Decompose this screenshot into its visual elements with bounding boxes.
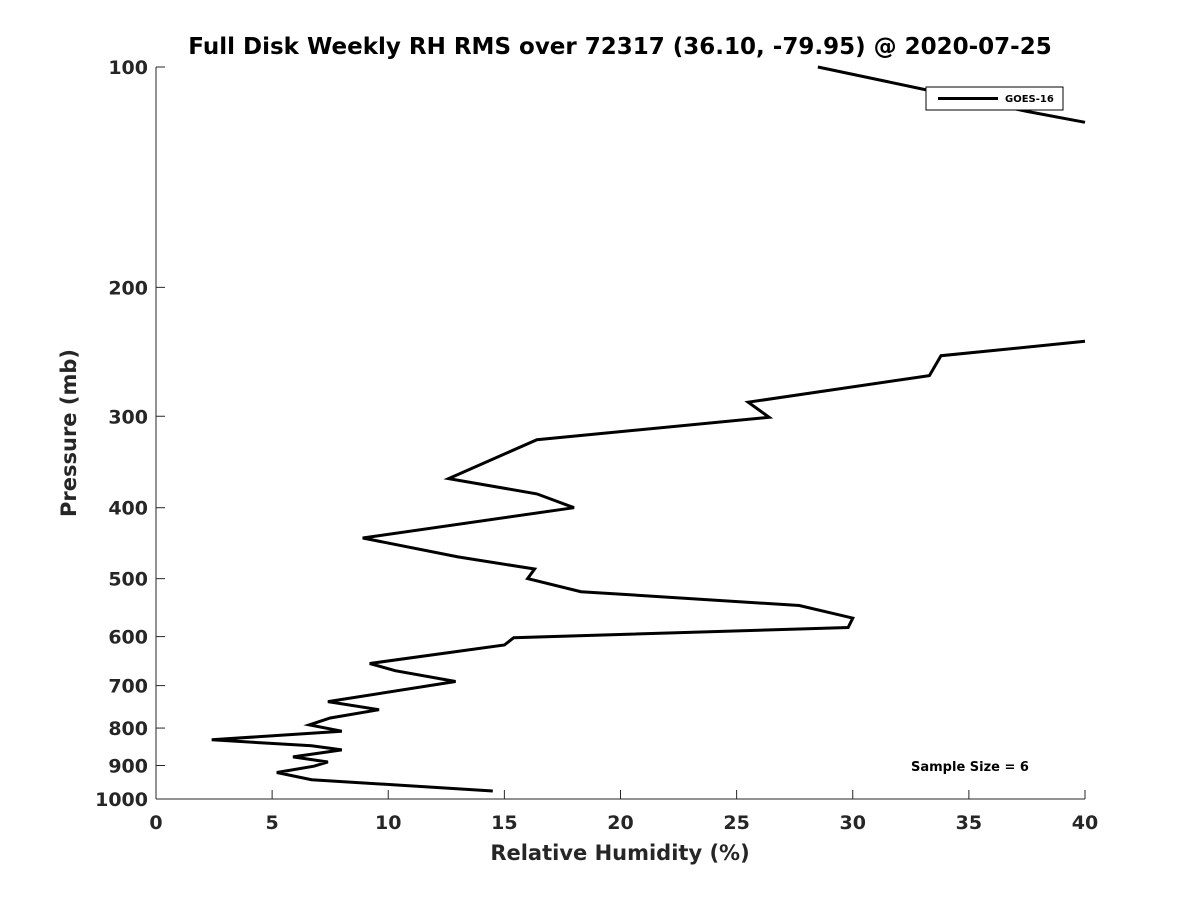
x-ticks: 0 5 10 15 20 25 30 35 40 (149, 790, 1098, 834)
x-tick-label: 0 (149, 812, 162, 834)
y-tick-label: 600 (108, 627, 148, 649)
y-ticks: 100 200 300 400 500 600 700 800 900 1000 (95, 57, 165, 811)
legend: GOES-16 (925, 86, 1064, 111)
x-tick-label: 35 (956, 812, 982, 834)
legend-label-goes16: GOES-16 (1005, 94, 1054, 105)
x-tick-label: 25 (723, 812, 749, 834)
chart-title: Full Disk Weekly RH RMS over 72317 (36.1… (188, 34, 1051, 60)
x-tick-label: 40 (1072, 812, 1098, 834)
x-tick-label: 10 (375, 812, 401, 834)
y-tick-label: 200 (108, 277, 148, 299)
y-tick-label: 100 (108, 57, 148, 79)
x-tick-label: 5 (266, 812, 279, 834)
y-axis-label: Pressure (mb) (57, 349, 81, 517)
x-tick-label: 20 (607, 812, 633, 834)
y-tick-label: 300 (108, 406, 148, 428)
y-tick-label: 900 (108, 756, 148, 778)
y-tick-label: 400 (108, 498, 148, 520)
sample-size-annotation: Sample Size = 6 (911, 760, 1029, 775)
x-axis-label: Relative Humidity (%) (490, 841, 749, 865)
y-tick-label: 500 (108, 569, 148, 591)
y-tick-label: 700 (108, 676, 148, 698)
x-tick-label: 15 (491, 812, 517, 834)
y-tick-label: 800 (108, 718, 148, 740)
y-tick-label: 1000 (95, 789, 148, 811)
x-tick-label: 30 (840, 812, 866, 834)
